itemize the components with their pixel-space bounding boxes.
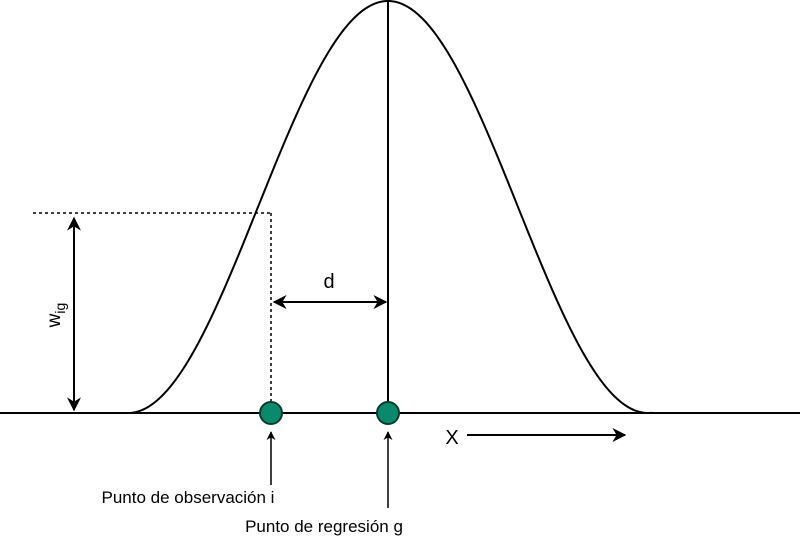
weight-label-sub: ig — [52, 303, 68, 314]
kernel-curve — [127, 0, 653, 414]
distance-label: d — [323, 271, 334, 293]
regression-point-label: Punto de regresión g — [245, 517, 403, 536]
weight-label-main: w — [44, 313, 65, 328]
observation-point — [259, 401, 283, 425]
regression-point — [376, 401, 400, 425]
weight-label: wig — [44, 303, 68, 329]
observation-point-label: Punto de observación i — [102, 488, 275, 507]
axis-label: X — [445, 427, 458, 449]
